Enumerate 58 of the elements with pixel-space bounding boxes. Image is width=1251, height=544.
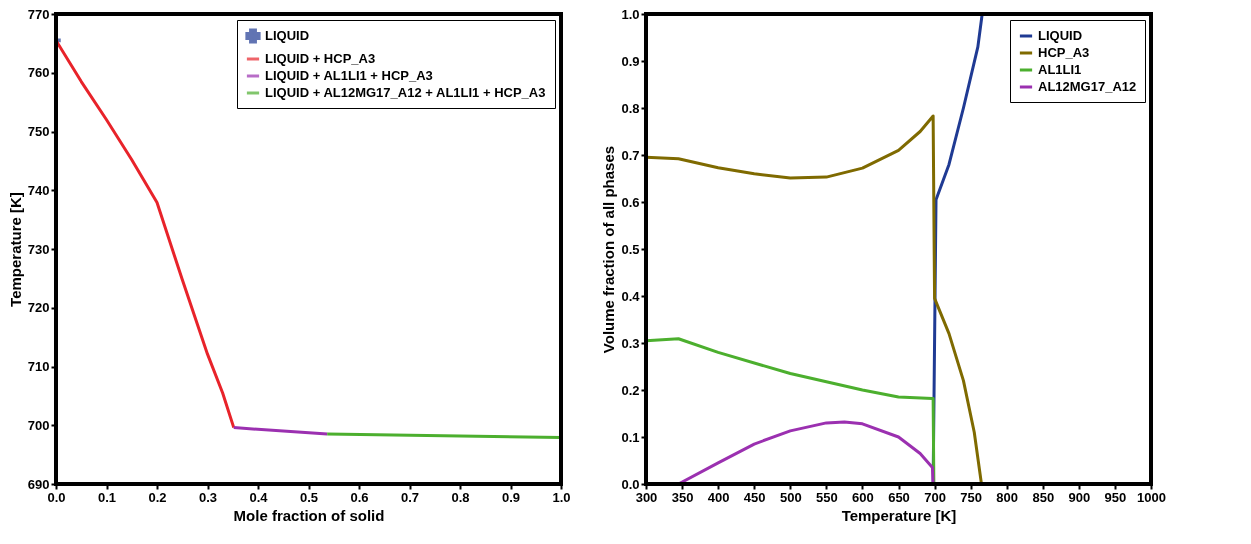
x-tick-label: 350: [671, 489, 694, 505]
y-tick-label: 0.9: [621, 53, 640, 69]
x-tick-label: 0.2: [148, 489, 167, 505]
legend-label: LIQUID + HCP_A3: [265, 51, 376, 66]
legend-label: AL12MG17_A12: [1038, 79, 1137, 94]
y-axis-title: Volume fraction of all phases: [600, 145, 618, 354]
x-tick-label: 700: [924, 489, 946, 505]
x-axis-title: Mole fraction of solid: [233, 506, 385, 524]
x-tick-label: 1.0: [552, 489, 571, 505]
legend-label: LIQUID + AL1LI1 + HCP_A3: [265, 68, 433, 83]
x-tick-label: 750: [960, 489, 982, 505]
y-tick-label: 0.2: [621, 382, 640, 398]
x-tick-label: 0.5: [299, 489, 319, 505]
x-tick-label: 500: [779, 489, 802, 505]
legend-label: HCP_A3: [1038, 45, 1090, 60]
y-tick-label: 0.7: [621, 147, 640, 163]
x-tick-label: 0.1: [97, 489, 117, 505]
y-tick-label: 0.5: [621, 241, 640, 257]
y-tick-label: 750: [27, 124, 50, 139]
y-tick-label: 730: [27, 241, 50, 257]
x-tick-label: 600: [852, 489, 874, 505]
legend-label: LIQUID: [265, 28, 310, 43]
y-tick-label: 0.8: [621, 100, 640, 116]
x-tick-label: 900: [1068, 489, 1091, 505]
x-tick-label: 0.6: [350, 489, 369, 505]
y-tick-label: 720: [27, 300, 50, 316]
y-tick-label: 0.4: [621, 288, 641, 304]
y-tick-label: 740: [27, 182, 50, 198]
y-tick-label: 0.3: [621, 335, 640, 351]
y-tick-label: 0.1: [621, 429, 640, 445]
x-tick-label: 800: [996, 489, 1019, 505]
x-tick-label: 0.4: [249, 489, 269, 505]
x-tick-label: 850: [1032, 489, 1055, 505]
x-tick-label: 450: [743, 489, 766, 505]
y-tick-label: 700: [27, 417, 50, 433]
y-tick-label: 1.0: [621, 6, 640, 22]
y-tick-label: 760: [27, 65, 50, 81]
x-tick-label: 0.3: [198, 489, 218, 505]
x-tick-label: 650: [888, 489, 910, 505]
x-tick-label: 1000: [1137, 489, 1166, 505]
legend-label: LIQUID + AL12MG17_A12 + AL1LI1 + HCP_A3: [265, 85, 546, 100]
legend-label: AL1LI1: [1038, 62, 1082, 77]
y-tick-label: 770: [27, 6, 50, 22]
x-axis-title: Temperature [K]: [841, 506, 957, 524]
y-tick-label: 0.6: [621, 194, 640, 210]
y-tick-label: 710: [27, 359, 50, 374]
x-tick-label: 400: [707, 489, 730, 505]
x-tick-label: 0.0: [47, 489, 66, 505]
x-tick-label: 0.9: [501, 489, 521, 505]
x-tick-label: 0.7: [400, 489, 420, 505]
x-tick-label: 0.8: [451, 489, 470, 505]
x-tick-label: 300: [635, 489, 658, 505]
x-tick-label: 550: [816, 489, 838, 505]
y-axis-title: Temperature [K]: [6, 192, 24, 307]
legend-label: LIQUID: [1038, 28, 1083, 43]
x-tick-label: 950: [1104, 489, 1127, 505]
y-tick-label: 690: [27, 476, 50, 492]
y-tick-label: 0.0: [621, 476, 640, 492]
